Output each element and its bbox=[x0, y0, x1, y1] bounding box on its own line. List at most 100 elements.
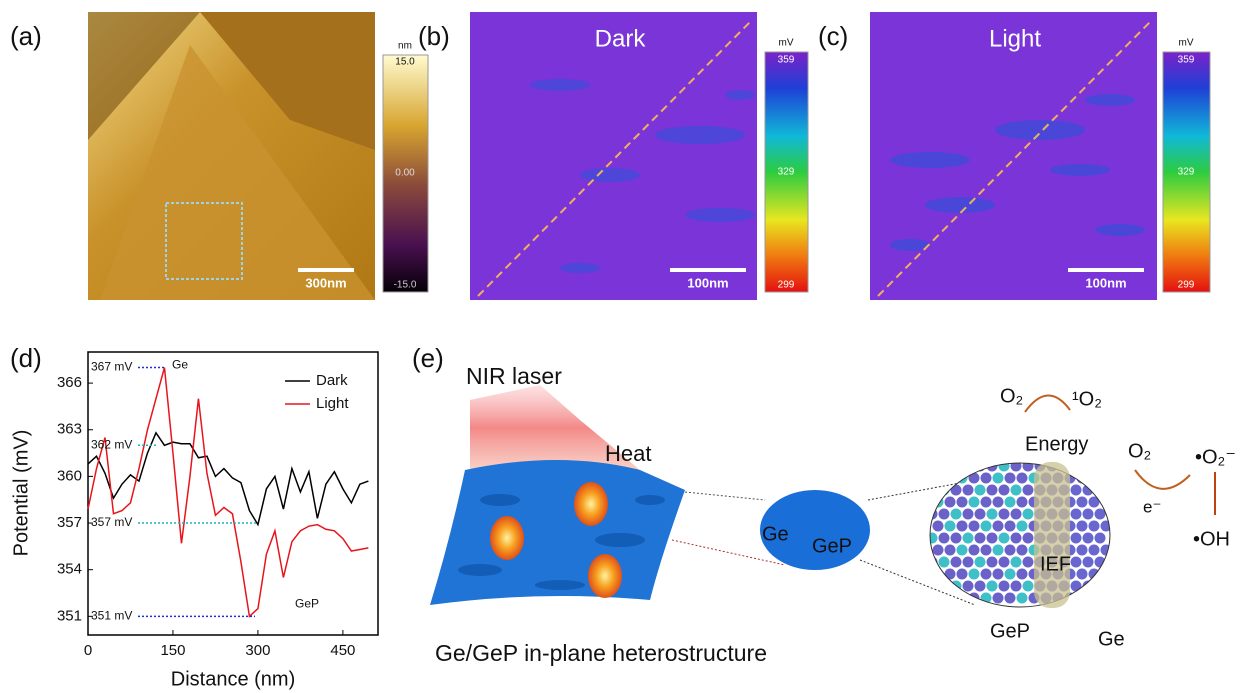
atom bbox=[999, 485, 1010, 496]
annotation: 357 mV bbox=[91, 515, 132, 529]
atom bbox=[981, 545, 992, 556]
gep-label: GeP bbox=[990, 620, 1030, 642]
figure: (a) 300nm nm 15.0 0.00 -15.0 (b) Dark 10… bbox=[0, 0, 1245, 693]
atom bbox=[951, 509, 962, 520]
atom bbox=[1089, 473, 1100, 484]
atom bbox=[993, 569, 1004, 580]
atom bbox=[1101, 545, 1112, 556]
atom bbox=[1095, 485, 1106, 496]
atom bbox=[993, 473, 1004, 484]
scale-label: 100nm bbox=[687, 275, 728, 290]
atom bbox=[933, 521, 944, 532]
lattice bbox=[927, 460, 1112, 610]
superoxide-label: •O₂⁻ bbox=[1195, 446, 1236, 468]
colorbar-tick: 359 bbox=[1178, 55, 1195, 66]
atom bbox=[969, 593, 980, 604]
ge-label: Ge bbox=[1098, 628, 1125, 650]
panel-label: (a) bbox=[10, 21, 42, 51]
atom bbox=[1023, 509, 1034, 520]
heat-label: Heat bbox=[605, 441, 651, 466]
atom bbox=[969, 497, 980, 508]
atom bbox=[969, 545, 980, 556]
atom bbox=[945, 473, 956, 484]
atom bbox=[975, 581, 986, 592]
atom bbox=[1101, 593, 1112, 604]
atom bbox=[987, 485, 998, 496]
atom bbox=[1011, 581, 1022, 592]
atom bbox=[927, 533, 938, 544]
x-tick-label: 450 bbox=[330, 642, 355, 659]
atom bbox=[999, 557, 1010, 568]
atom bbox=[1023, 557, 1034, 568]
colorbar-tick: 0.00 bbox=[395, 168, 415, 179]
atom bbox=[981, 569, 992, 580]
atom bbox=[975, 509, 986, 520]
atom bbox=[951, 557, 962, 568]
atom bbox=[1017, 473, 1028, 484]
panel-label: (d) bbox=[10, 343, 42, 373]
atom bbox=[939, 581, 950, 592]
atom bbox=[1071, 533, 1082, 544]
atom bbox=[939, 533, 950, 544]
atom bbox=[1005, 545, 1016, 556]
atom bbox=[963, 461, 974, 472]
atom bbox=[1101, 569, 1112, 580]
atom bbox=[1089, 545, 1100, 556]
atom bbox=[999, 533, 1010, 544]
atom bbox=[963, 581, 974, 592]
atom bbox=[1023, 485, 1034, 496]
colorbar-tick: -15.0 bbox=[394, 280, 417, 291]
zoom-line bbox=[685, 492, 765, 500]
atom bbox=[951, 533, 962, 544]
atom bbox=[945, 545, 956, 556]
atom bbox=[933, 593, 944, 604]
atom bbox=[933, 545, 944, 556]
atom bbox=[981, 521, 992, 532]
atom bbox=[993, 521, 1004, 532]
atom bbox=[1095, 509, 1106, 520]
colorbar-unit: nm bbox=[398, 41, 412, 52]
colorbar-unit: mV bbox=[1179, 38, 1194, 49]
y-tick-label: 351 bbox=[57, 607, 82, 624]
atom bbox=[999, 581, 1010, 592]
atom bbox=[927, 485, 938, 496]
atom bbox=[1011, 509, 1022, 520]
panel-label: (b) bbox=[418, 21, 450, 51]
colorbar-tick: 299 bbox=[1178, 280, 1195, 291]
atom bbox=[987, 533, 998, 544]
atom bbox=[957, 473, 968, 484]
hydroxyl-label: •OH bbox=[1193, 528, 1230, 550]
atom bbox=[1023, 533, 1034, 544]
atom bbox=[993, 497, 1004, 508]
y-tick-label: 354 bbox=[57, 561, 82, 578]
atom bbox=[981, 497, 992, 508]
scale-bar bbox=[1068, 268, 1144, 272]
atom bbox=[969, 521, 980, 532]
legend-label: Dark bbox=[316, 372, 348, 389]
atom bbox=[1095, 533, 1106, 544]
gep-label: GeP bbox=[812, 535, 852, 557]
atom bbox=[1089, 521, 1100, 532]
atom bbox=[1017, 569, 1028, 580]
atom bbox=[969, 473, 980, 484]
atom bbox=[933, 473, 944, 484]
arrow bbox=[1135, 470, 1190, 489]
point-label: GeP bbox=[295, 597, 319, 611]
atom bbox=[999, 461, 1010, 472]
annotation: 351 mV bbox=[91, 609, 132, 623]
x-tick-label: 150 bbox=[160, 642, 185, 659]
laser-label: NIR laser bbox=[466, 363, 562, 389]
atom bbox=[1077, 497, 1088, 508]
atom bbox=[1005, 569, 1016, 580]
atom bbox=[1017, 521, 1028, 532]
x-axis-label: Distance (nm) bbox=[171, 668, 295, 690]
atom bbox=[939, 509, 950, 520]
atom bbox=[1077, 521, 1088, 532]
atom bbox=[939, 461, 950, 472]
colorbar-tick: 329 bbox=[1178, 167, 1195, 178]
atom bbox=[1077, 569, 1088, 580]
point-label: Ge bbox=[172, 358, 188, 372]
atom bbox=[1071, 461, 1082, 472]
atom bbox=[1071, 485, 1082, 496]
x-tick-label: 300 bbox=[245, 642, 270, 659]
